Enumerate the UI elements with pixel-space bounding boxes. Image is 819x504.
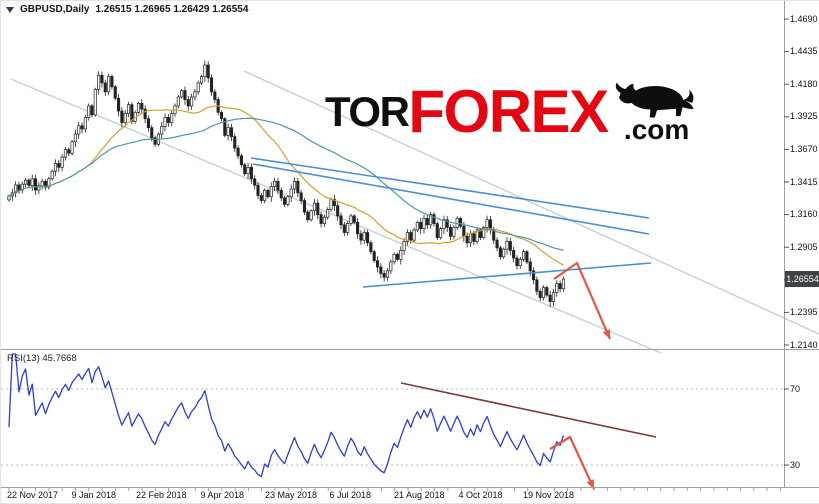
date-tick-label: 9 Jan 2018 [71, 490, 117, 500]
price-tick-label: 1.3670 [790, 143, 818, 154]
rsi-indicator-label: RSI(13) 45.7668 [7, 353, 77, 364]
ohlc-quote-label: 1.26515 1.26965 1.26429 1.26554 [95, 4, 249, 15]
date-tick-label: 9 Apr 2018 [200, 490, 245, 500]
logo-right-block: .com [613, 81, 701, 145]
price-tick-label: 1.2140 [790, 339, 818, 350]
date-tick-label: 22 Nov 2017 [7, 490, 59, 500]
price-tick-label: 1.4435 [790, 46, 818, 57]
price-tick-label: 1.2905 [790, 241, 818, 252]
date-tick-label: 22 Feb 2018 [136, 490, 187, 500]
logo-tor: TOR [325, 87, 410, 135]
time-axis[interactable]: 22 Nov 2017 9 Jan 2018 22 Feb 2018 9 Apr 20… [1, 490, 819, 503]
chart-symbol-icon [6, 6, 14, 13]
bull-icon [615, 82, 694, 118]
price-tick-label: 1.3925 [790, 111, 818, 122]
price-tick-label: 1.3160 [790, 209, 818, 220]
rsi-tick-label: 70 [790, 383, 801, 394]
price-tick-label: 1.2395 [790, 306, 818, 317]
rsi-tick-label: 30 [790, 459, 801, 470]
date-tick-label: 19 Nov 2018 [523, 490, 575, 500]
date-tick-label: 21 Aug 2018 [394, 490, 445, 500]
price-tick-label: 1.3415 [790, 176, 818, 187]
chart-header: GBPUSD,Daily 1.26515 1.26965 1.26429 1.2… [6, 4, 248, 15]
torforex-logo: TOR FOREX .com [325, 77, 701, 145]
symbol-timeframe-label: GBPUSD,Daily [20, 4, 90, 15]
date-tick-label: 23 May 2018 [265, 490, 318, 500]
price-tick-label: 1.4690 [790, 13, 818, 24]
price-tick-label: 1.4180 [790, 78, 818, 89]
logo-forex: FOREX [408, 77, 609, 145]
date-tick-label: 6 Jul 2018 [329, 490, 372, 500]
current-price-badge: 1.26554 [785, 271, 819, 288]
price-axis[interactable]: 1.4690 1.4435 1.4180 1.3925 1.3670 1.3415 1.31… [784, 1, 819, 488]
logo-com: .com [623, 114, 690, 145]
date-tick-label: 4 Oct 2018 [458, 490, 503, 500]
